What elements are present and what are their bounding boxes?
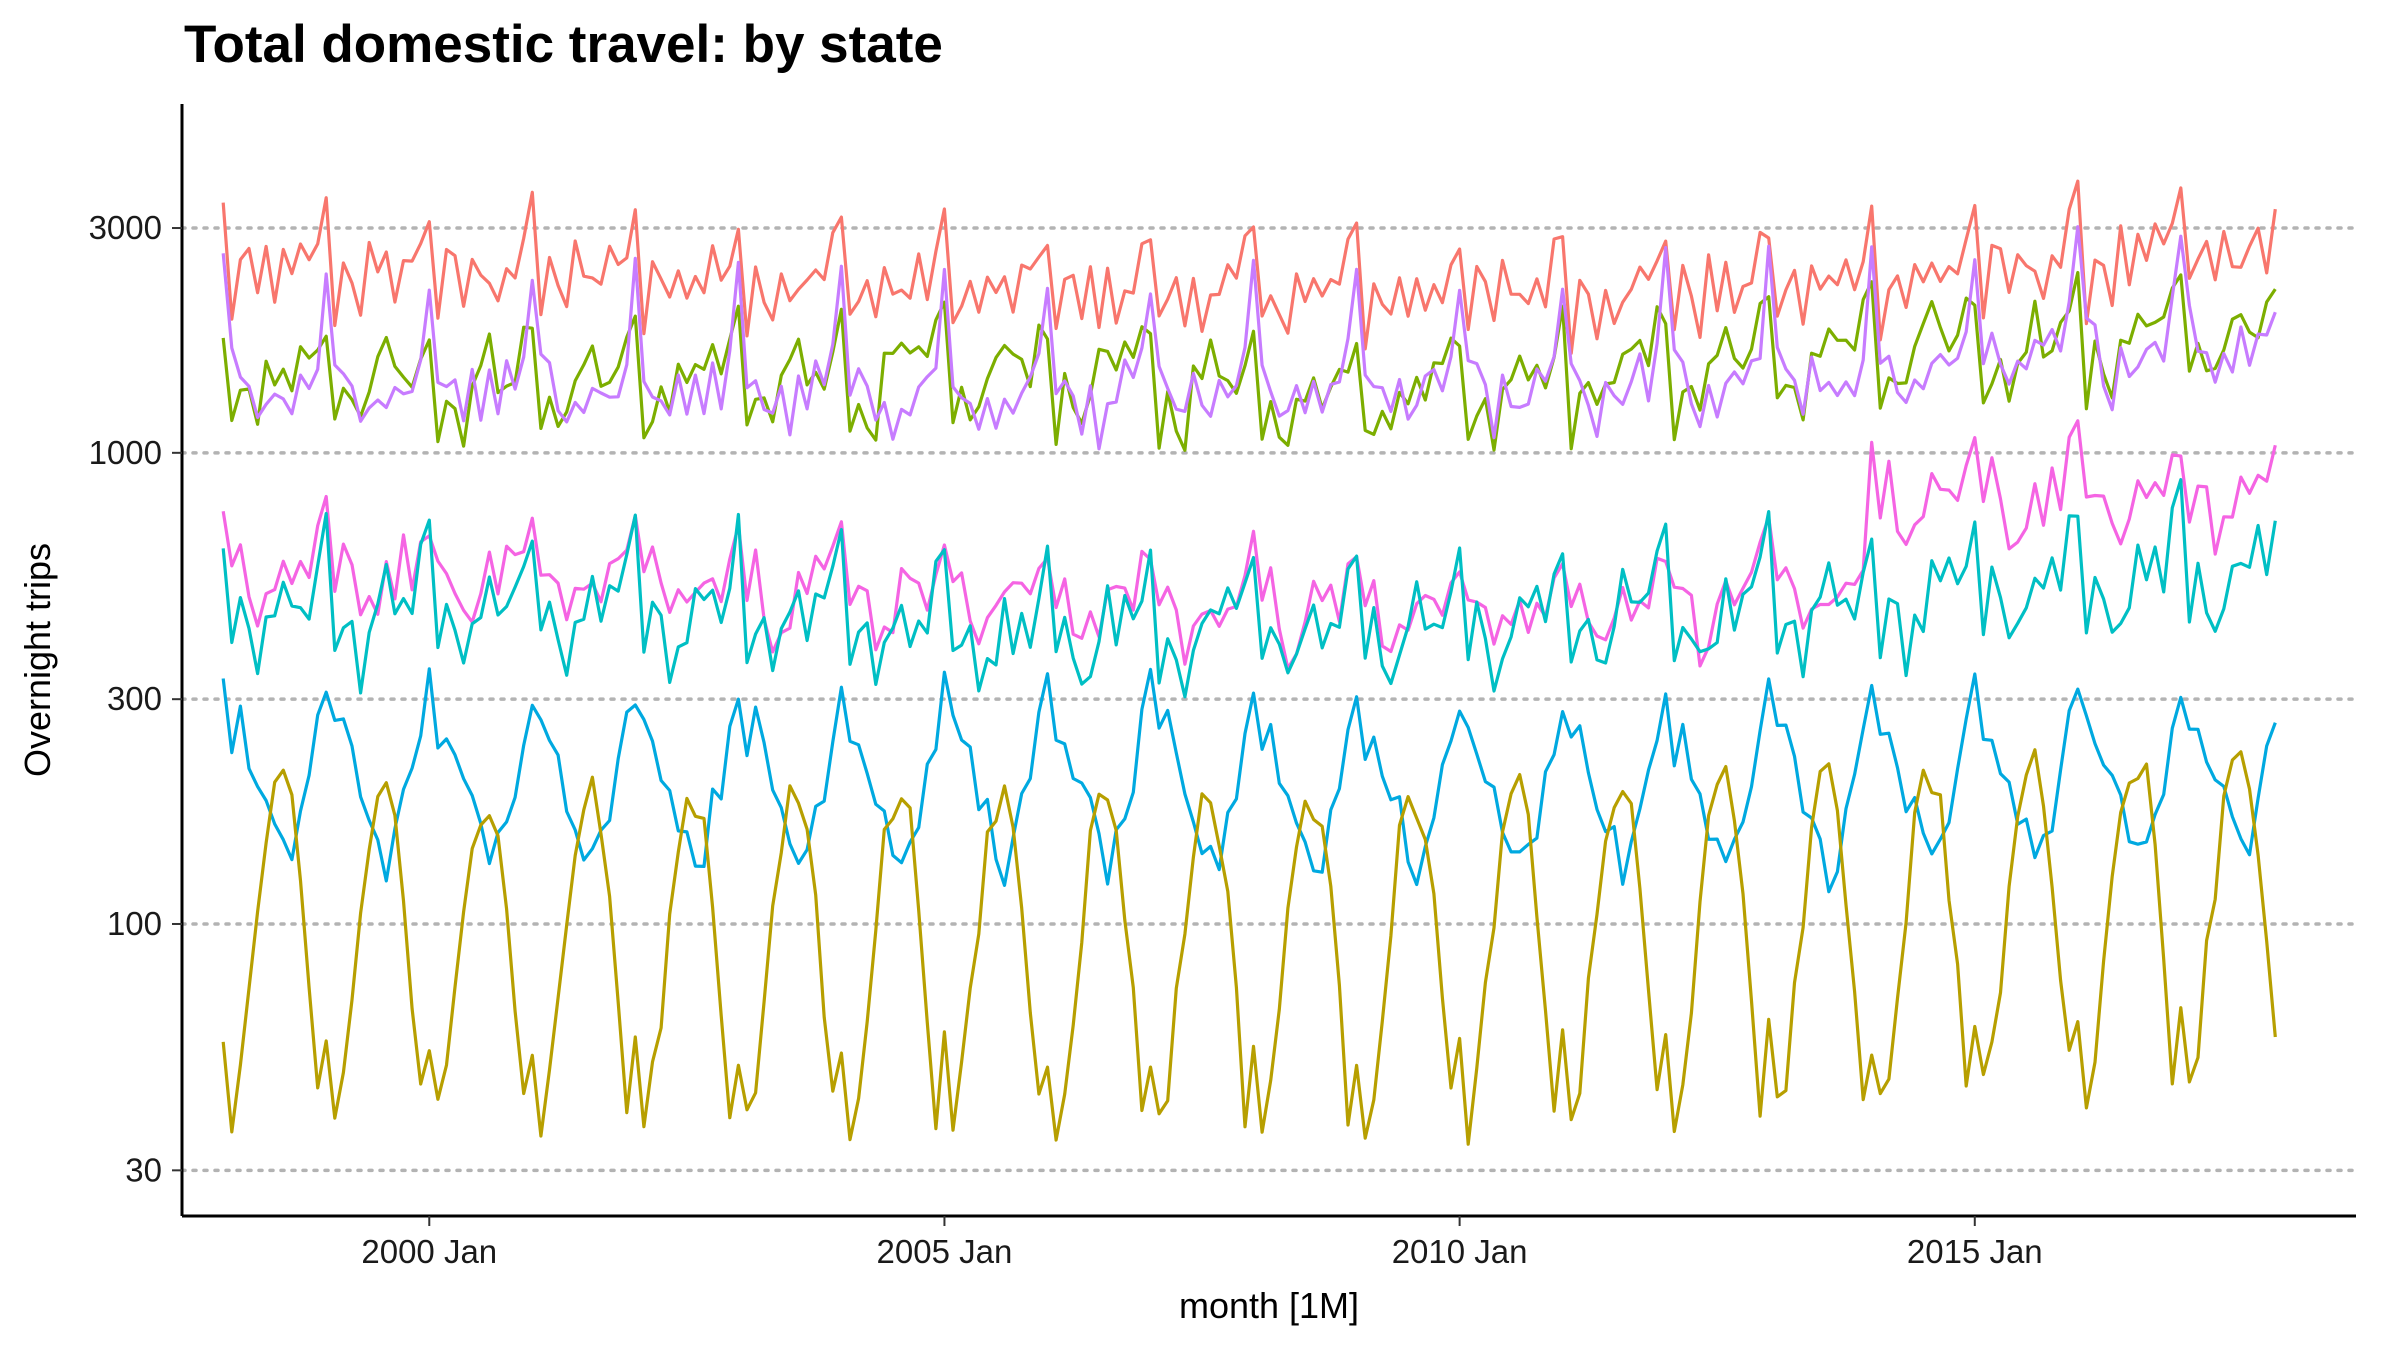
chart-title: Total domestic travel: by state [184,15,943,74]
series-layer [221,179,2277,1146]
series-line-series-green [221,270,2277,452]
y-tick-label: 3000 [89,209,162,246]
series-line-series-teal [221,478,2277,699]
y-axis-ticks: 30 100 300 1000 3000 [89,209,182,1188]
x-tick-label: 2010 Jan [1392,1233,1528,1270]
series-line-series-magenta [221,419,2277,671]
x-axis-title: month [1M] [1179,1285,1359,1326]
series-line-series-red [221,179,2277,355]
x-tick-label: 2005 Jan [877,1233,1013,1270]
x-tick-label: 2000 Jan [361,1233,497,1270]
series-line-series-purple [221,225,2277,451]
y-tick-label: 30 [125,1151,162,1188]
x-tick-label: 2015 Jan [1907,1233,2043,1270]
series-line-series-blue [221,667,2277,894]
series-line-series-olive [221,748,2277,1146]
y-tick-label: 1000 [89,434,162,471]
y-tick-label: 100 [107,905,162,942]
y-tick-label: 300 [107,680,162,717]
x-axis-ticks: 2000 Jan 2005 Jan 2010 Jan 2015 Jan [361,1216,2043,1270]
grid-layer [180,226,2358,1173]
y-axis-title: Overnight trips [17,543,58,777]
